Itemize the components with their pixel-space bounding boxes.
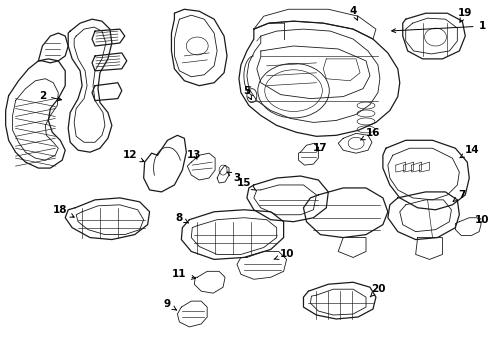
- Text: 4: 4: [349, 6, 358, 20]
- Text: 20: 20: [370, 284, 385, 297]
- Text: 5: 5: [243, 86, 251, 100]
- Text: 10: 10: [274, 249, 294, 260]
- Text: 12: 12: [122, 150, 144, 162]
- Text: 3: 3: [227, 172, 241, 183]
- Text: 15: 15: [237, 178, 256, 190]
- Text: 7: 7: [453, 190, 466, 201]
- Text: 6: 6: [0, 359, 1, 360]
- Text: 14: 14: [460, 145, 480, 158]
- Text: 10: 10: [475, 215, 490, 225]
- Text: 11: 11: [172, 269, 196, 279]
- Text: 18: 18: [53, 205, 74, 217]
- Text: 9: 9: [164, 299, 176, 310]
- Text: 13: 13: [187, 150, 201, 160]
- Text: 19: 19: [458, 8, 472, 22]
- Text: 2: 2: [39, 91, 61, 101]
- Text: 16: 16: [361, 129, 380, 140]
- Text: 1: 1: [392, 21, 486, 33]
- Text: 17: 17: [313, 143, 328, 153]
- Text: 8: 8: [176, 213, 188, 223]
